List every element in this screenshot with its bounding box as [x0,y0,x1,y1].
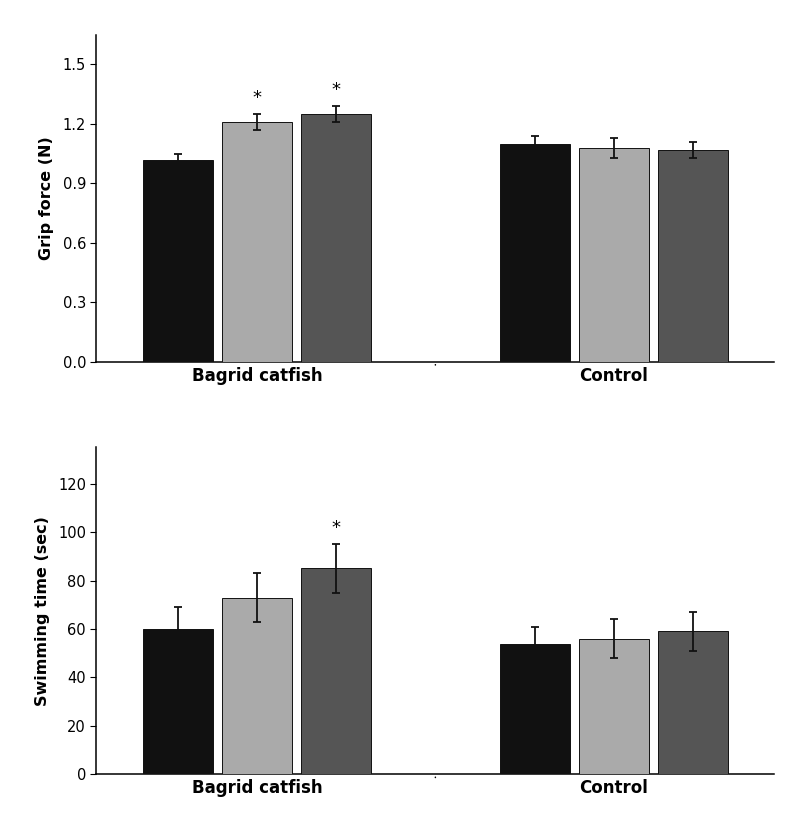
Text: *: * [252,89,261,106]
Bar [142,629,213,775]
Text: *: * [332,519,341,537]
Bar [301,568,371,775]
Bar [222,122,292,362]
Bar [301,114,371,362]
Y-axis label: Grip force (N): Grip force (N) [39,136,54,260]
Text: *: * [332,81,341,99]
Bar [499,643,570,775]
Y-axis label: Swimming time (sec): Swimming time (sec) [35,516,49,706]
Bar [579,148,649,362]
Bar [579,639,649,775]
Bar [659,631,728,775]
Bar [659,150,728,362]
Bar [222,597,292,775]
Bar [499,144,570,362]
Bar [142,160,213,362]
